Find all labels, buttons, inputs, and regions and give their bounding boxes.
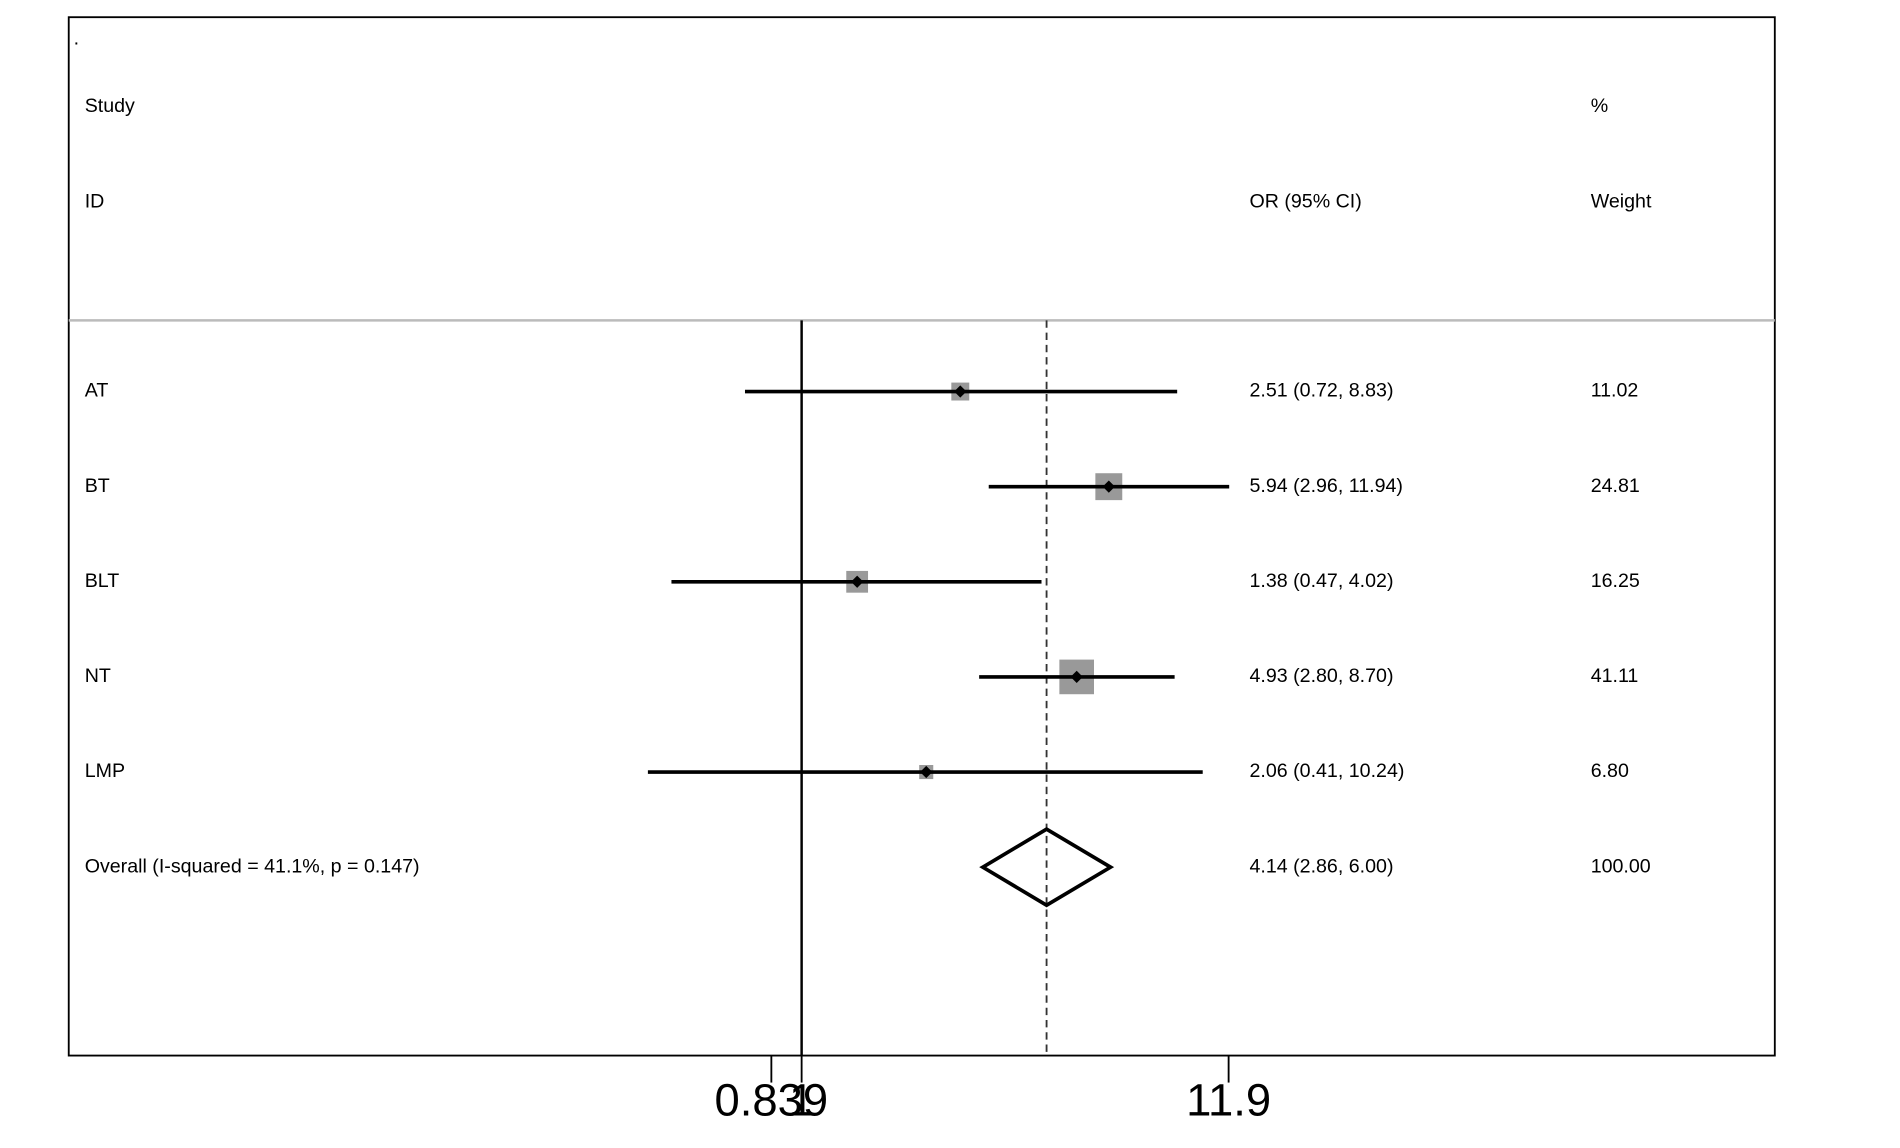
plot-frame — [67, 16, 1776, 1057]
study-label: NT — [85, 665, 111, 687]
corner-mark: . — [74, 27, 79, 49]
weight-label: 16.25 — [1591, 570, 1640, 592]
x-tick-label: 0.839 — [715, 1074, 829, 1125]
weight-label: 24.81 — [1591, 475, 1640, 497]
study-label: AT — [85, 380, 109, 402]
x-tick-label: 1 — [789, 1074, 814, 1125]
header-id: ID — [85, 191, 105, 213]
point-estimate — [851, 575, 864, 588]
header-effect: OR (95% CI) — [1249, 191, 1361, 213]
effect-label: 2.51 (0.72, 8.83) — [1249, 380, 1393, 402]
point-estimate — [920, 765, 933, 779]
effect-label: 1.38 (0.47, 4.02) — [1249, 570, 1393, 592]
point-estimate — [1102, 480, 1115, 493]
study-label: BT — [85, 475, 110, 497]
study-label: LMP — [85, 760, 125, 782]
weight-label: 11.02 — [1591, 380, 1639, 402]
point-estimate — [1070, 670, 1083, 684]
header-weight: Weight — [1591, 191, 1652, 213]
header-study: Study — [85, 95, 135, 117]
effect-label: 2.06 (0.41, 10.24) — [1249, 760, 1404, 782]
overall-label: Overall (I-squared = 41.1%, p = 0.147) — [85, 855, 420, 877]
weight-label: 6.80 — [1591, 760, 1629, 782]
study-label: BLT — [85, 570, 120, 592]
overall-diamond — [979, 826, 1115, 908]
effect-label: 5.94 (2.96, 11.94) — [1249, 475, 1402, 497]
point-estimate — [954, 385, 967, 398]
overall-weight-label: 100.00 — [1591, 855, 1651, 877]
x-tick-label: 11.9 — [1186, 1074, 1271, 1125]
header-pct: % — [1591, 95, 1608, 117]
weight-label: 41.11 — [1591, 665, 1639, 687]
effect-label: 4.93 (2.80, 8.70) — [1249, 665, 1393, 687]
overall-effect-label: 4.14 (2.86, 6.00) — [1249, 855, 1393, 877]
